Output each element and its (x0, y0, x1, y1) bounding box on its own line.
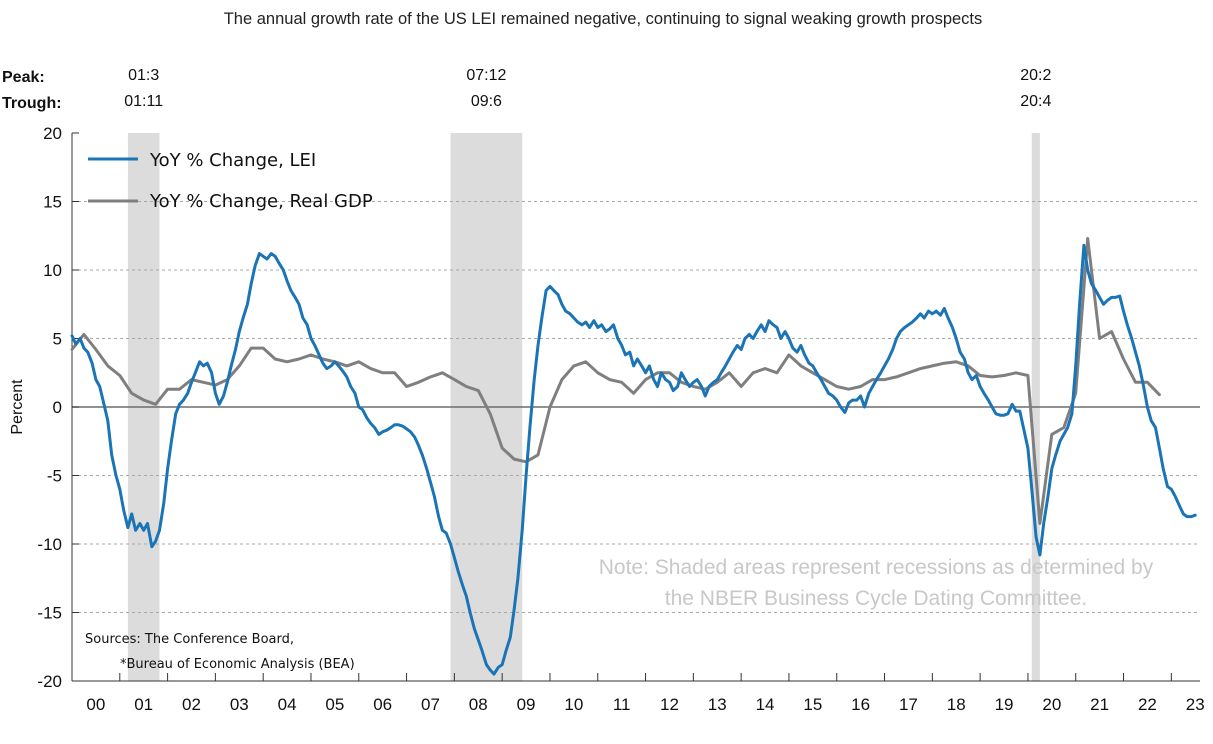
series-line-gdp (70, 237, 1161, 525)
x-tick-label-22: 22 (1138, 695, 1157, 714)
gridlines (72, 201, 1200, 613)
y-tick-label-0: 20 (43, 124, 62, 143)
x-tick-label-15: 15 (803, 695, 822, 714)
x-tick-label-17: 17 (899, 695, 918, 714)
x-tick-label-04: 04 (278, 695, 297, 714)
chart-title: The annual growth rate of the US LEI rem… (224, 10, 983, 28)
x-tick-label-09: 09 (517, 695, 536, 714)
y-tick-label-7: -15 (37, 604, 62, 623)
x-tick-label-08: 08 (469, 695, 488, 714)
recession-peak-label-1: 07:12 (466, 67, 506, 84)
x-tick-label-12: 12 (660, 695, 679, 714)
x-tick-label-03: 03 (230, 695, 249, 714)
y-tick-label-8: -20 (37, 672, 62, 691)
y-tick-label-2: 10 (43, 261, 62, 280)
note-annotation: Note: Shaded areas represent recessions … (599, 556, 1154, 610)
legend-label-gdp: YoY % Change, Real GDP (149, 191, 373, 212)
x-tick-label-10: 10 (564, 695, 583, 714)
trough-row-label: Trough: (2, 95, 62, 112)
sources-annotation: Sources: The Conference Board, *Bureau o… (85, 632, 355, 672)
note-line-2: the NBER Business Cycle Dating Committee… (665, 587, 1088, 610)
recession-peak-label-0: 01:3 (128, 67, 159, 84)
sources-line-1: Sources: The Conference Board, (85, 632, 294, 647)
axes: 20 15 10 5 0 -5 -10 -15 -20 00 01 02 03 04 05 06 07 08 09 1… (37, 124, 1204, 714)
note-line-1: Note: Shaded areas represent recessions … (599, 556, 1154, 579)
y-tick-label-5: -5 (47, 467, 62, 486)
y-axis-label: Percent (9, 379, 26, 435)
x-tick-label-20: 20 (1042, 695, 1061, 714)
legend-label-lei: YoY % Change, LEI (149, 150, 316, 171)
x-tick-label-16: 16 (851, 695, 870, 714)
x-tick-label-21: 21 (1090, 695, 1109, 714)
peak-row-label: Peak: (2, 69, 45, 86)
x-tick-label-18: 18 (947, 695, 966, 714)
recession-trough-label-1: 09:6 (471, 93, 502, 110)
sources-line-2: *Bureau of Economic Analysis (BEA) (120, 657, 355, 672)
x-tick-label-19: 19 (995, 695, 1014, 714)
x-tick-label-00: 00 (86, 695, 105, 714)
x-tick-label-11: 11 (613, 695, 631, 714)
x-tick-label-13: 13 (708, 695, 727, 714)
x-tick-label-23: 23 (1186, 695, 1205, 714)
x-tick-label-05: 05 (325, 695, 344, 714)
y-tick-label-3: 5 (53, 330, 62, 349)
x-tick-label-06: 06 (373, 695, 392, 714)
series-lines (70, 237, 1197, 676)
recession-peak-label-2: 20:2 (1020, 67, 1051, 84)
x-tick-label-07: 07 (421, 695, 440, 714)
recession-trough-label-0: 01:11 (124, 93, 163, 110)
x-tick-label-14: 14 (756, 695, 775, 714)
legend: YoY % Change, LEI YoY % Change, Real GDP (88, 150, 373, 212)
y-tick-label-6: -10 (37, 535, 62, 554)
x-tick-label-02: 02 (182, 695, 201, 714)
y-tick-label-4: 0 (53, 398, 62, 417)
y-tick-label-1: 15 (43, 193, 62, 212)
recession-trough-label-2: 20:4 (1020, 93, 1051, 110)
x-tick-label-01: 01 (134, 695, 153, 714)
series-line-lei (70, 243, 1197, 676)
